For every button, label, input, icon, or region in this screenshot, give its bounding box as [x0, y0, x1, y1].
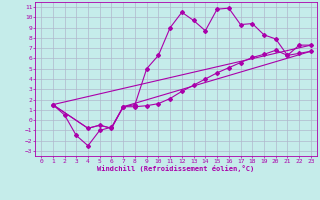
X-axis label: Windchill (Refroidissement éolien,°C): Windchill (Refroidissement éolien,°C) — [97, 165, 255, 172]
